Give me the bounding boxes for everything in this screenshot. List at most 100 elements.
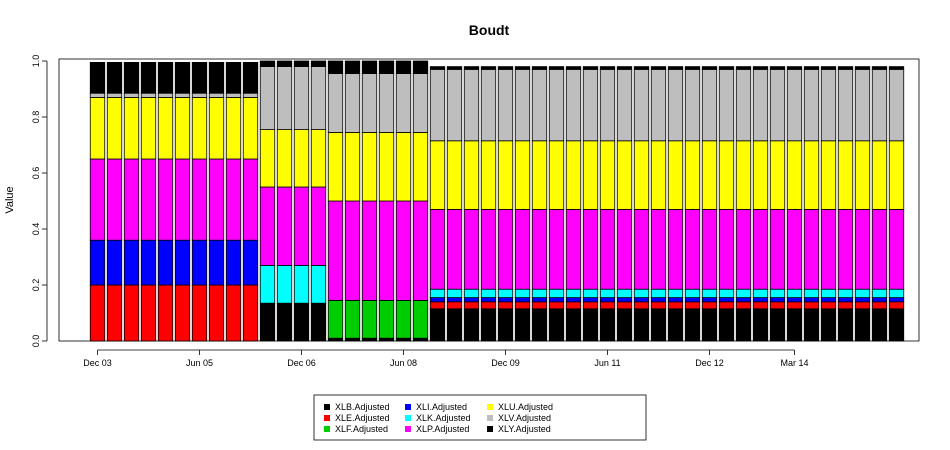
bar-segment-xle-adjusted: [565, 301, 582, 310]
bar-segment-xle-adjusted: [157, 284, 174, 342]
bar-segment-xlk-adjusted: [650, 288, 667, 299]
bar-segment-xlu-adjusted: [395, 131, 412, 202]
bar-segment-xlv-adjusted: [259, 66, 276, 130]
bar-segment-xli-adjusted: [140, 239, 157, 286]
bar-segment-xle-adjusted: [752, 301, 769, 310]
bar-segment-xlb-adjusted: [446, 308, 463, 342]
legend-label: XLY.Adjusted: [498, 424, 551, 434]
bar-segment-xlu-adjusted: [497, 140, 514, 210]
bar-segment-xlf-adjusted: [378, 299, 395, 339]
bar-segment-xlk-adjusted: [548, 288, 565, 299]
y-tick-label: 1.0: [31, 55, 41, 68]
bar-segment-xlv-adjusted: [616, 69, 633, 142]
bar-segment-xlv-adjusted: [837, 69, 854, 142]
bar-segment-xlp-adjusted: [769, 208, 786, 290]
bar-segment-xlu-adjusted: [667, 140, 684, 210]
legend-label: XLU.Adjusted: [498, 402, 553, 412]
bar-segment-xlp-adjusted: [480, 208, 497, 290]
bar-segment-xlv-adjusted: [871, 69, 888, 142]
bar-segment-xly-adjusted: [548, 66, 565, 70]
bar-segment-xli-adjusted: [582, 297, 599, 303]
legend-swatch: [405, 426, 411, 432]
bar-segment-xlk-adjusted: [769, 288, 786, 299]
bar-segment-xlb-adjusted: [276, 302, 293, 342]
bar-segment-xly-adjusted: [514, 66, 531, 70]
bar-segment-xlb-adjusted: [820, 308, 837, 342]
bar-segment-xlv-adjusted: [531, 69, 548, 142]
bar-segment-xlp-adjusted: [463, 208, 480, 290]
bar-segment-xlb-adjusted: [327, 337, 344, 342]
bar-segment-xlu-adjusted: [735, 140, 752, 210]
bar-segment-xlb-adjusted: [837, 308, 854, 342]
bar-segment-xlu-adjusted: [327, 131, 344, 202]
legend-swatch: [487, 426, 493, 432]
bar-segment-xly-adjusted: [718, 66, 735, 70]
bar-segment-xly-adjusted: [225, 62, 242, 94]
bar-segment-xlp-adjusted: [667, 208, 684, 290]
bar-segment-xle-adjusted: [174, 284, 191, 342]
bar-segment-xli-adjusted: [514, 297, 531, 303]
bar-segment-xli-adjusted: [446, 297, 463, 303]
bar-segment-xlu-adjusted: [701, 140, 718, 210]
bar-segment-xli-adjusted: [786, 297, 803, 303]
bar-segment-xlb-adjusted: [344, 337, 361, 342]
bar-segment-xlb-adjusted: [497, 308, 514, 342]
bar-segment-xlk-adjusted: [667, 288, 684, 299]
bar-segment-xli-adjusted: [208, 239, 225, 286]
bar-segment-xlp-adjusted: [701, 208, 718, 290]
bar-segment-xly-adjusted: [361, 60, 378, 75]
bar-segment-xlb-adjusted: [650, 308, 667, 342]
bar-segment-xlu-adjusted: [650, 140, 667, 210]
bar-segment-xlb-adjusted: [310, 302, 327, 342]
bar-segment-xlv-adjusted: [548, 69, 565, 142]
bar-segment-xly-adjusted: [344, 60, 361, 75]
bar-segment-xly-adjusted: [820, 66, 837, 70]
legend-swatch: [405, 415, 411, 421]
bar-segment-xlb-adjusted: [684, 308, 701, 342]
bar-segment-xlb-adjusted: [565, 308, 582, 342]
bar-segment-xly-adjusted: [310, 60, 327, 67]
bar-segment-xlv-adjusted: [242, 92, 259, 98]
bar-segment-xly-adjusted: [395, 60, 412, 75]
bar-segment-xlk-adjusted: [599, 288, 616, 299]
bar-segment-xly-adjusted: [480, 66, 497, 70]
bar-segment-xlu-adjusted: [463, 140, 480, 210]
bar-segment-xle-adjusted: [531, 301, 548, 310]
bar-segment-xlp-adjusted: [820, 208, 837, 290]
legend-label: XLE.Adjusted: [335, 413, 390, 423]
bar-segment-xlp-adjusted: [684, 208, 701, 290]
bar-segment-xlv-adjusted: [106, 92, 123, 98]
bar-segment-xlp-adjusted: [378, 200, 395, 301]
x-tick-label: Dec 09: [491, 358, 520, 368]
bar-segment-xly-adjusted: [599, 66, 616, 70]
bar-segment-xlf-adjusted: [327, 299, 344, 339]
bar-segment-xly-adjusted: [242, 62, 259, 94]
bar-segment-xli-adjusted: [123, 239, 140, 286]
bar-segment-xlb-adjusted: [633, 308, 650, 342]
bar-segment-xlp-adjusted: [259, 186, 276, 266]
bar-segment-xlv-adjusted: [718, 69, 735, 142]
bar-segment-xlb-adjusted: [582, 308, 599, 342]
bar-segment-xle-adjusted: [786, 301, 803, 310]
bar-segment-xlb-adjusted: [531, 308, 548, 342]
bar-segment-xli-adjusted: [837, 297, 854, 303]
bar-segment-xlp-adjusted: [837, 208, 854, 290]
bar-segment-xly-adjusted: [106, 62, 123, 94]
bar-segment-xlp-adjusted: [514, 208, 531, 290]
bar-segment-xli-adjusted: [531, 297, 548, 303]
bar-segment-xlp-adjusted: [242, 158, 259, 241]
bar-segment-xli-adjusted: [820, 297, 837, 303]
bar-segment-xlu-adjusted: [854, 140, 871, 210]
bar-segment-xlf-adjusted: [412, 299, 429, 339]
bar-segment-xlp-adjusted: [871, 208, 888, 290]
bar-segment-xlk-adjusted: [837, 288, 854, 299]
bar-segment-xlk-adjusted: [871, 288, 888, 299]
bar-segment-xle-adjusted: [769, 301, 786, 310]
bar-segment-xle-adjusted: [582, 301, 599, 310]
bar-segment-xlu-adjusted: [616, 140, 633, 210]
bar-segment-xli-adjusted: [429, 297, 446, 303]
bar-segment-xlp-adjusted: [565, 208, 582, 290]
bar-segment-xle-adjusted: [684, 301, 701, 310]
legend-swatch: [324, 426, 330, 432]
bar-segment-xli-adjusted: [242, 239, 259, 286]
